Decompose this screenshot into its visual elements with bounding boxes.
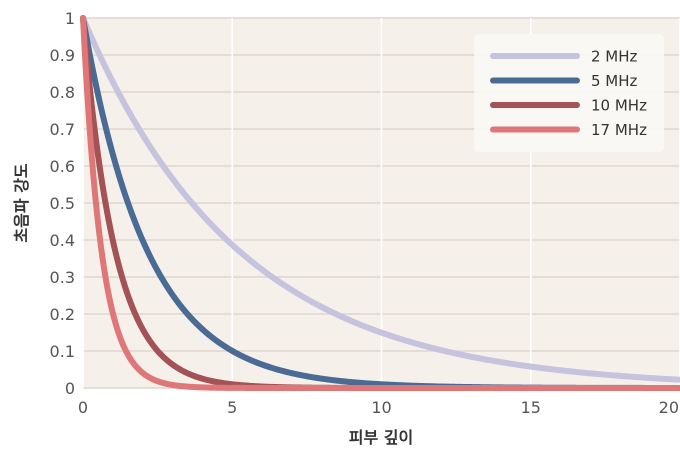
x-tick-label: 0 bbox=[78, 398, 88, 417]
y-tick-label: 1 bbox=[65, 9, 75, 28]
y-axis-title: 초음파 강도 bbox=[12, 163, 31, 242]
x-tick-label: 15 bbox=[521, 398, 541, 417]
y-tick-label: 0.9 bbox=[50, 46, 75, 65]
series-lines bbox=[80, 15, 680, 391]
legend: 2 MHz 5 MHz 10 MHz 17 MHz bbox=[474, 34, 664, 152]
legend-label: 10 MHz bbox=[591, 97, 647, 115]
y-tick-label: 0.3 bbox=[50, 268, 75, 287]
series-line-1 bbox=[80, 15, 680, 383]
y-tick-label: 0 bbox=[65, 379, 75, 398]
x-tick-labels: 0 5 10 15 20 bbox=[78, 398, 679, 417]
x-tick-label: 10 bbox=[371, 398, 391, 417]
x-axis-title: 피부 깊이 bbox=[349, 428, 413, 447]
legend-box bbox=[474, 34, 664, 152]
y-tick-label: 0.6 bbox=[50, 157, 75, 176]
y-tick-label: 0.7 bbox=[50, 120, 75, 139]
legend-label: 2 MHz bbox=[591, 48, 638, 66]
y-tick-labels: 0 0.1 0.2 0.3 0.4 0.5 0.6 0.7 0.8 0.9 1 bbox=[50, 9, 75, 398]
y-tick-label: 0.5 bbox=[50, 194, 75, 213]
x-tick-label: 20 bbox=[659, 398, 679, 417]
y-tick-label: 0.2 bbox=[50, 305, 75, 324]
y-tick-label: 0.4 bbox=[50, 231, 75, 250]
series-line-4 bbox=[80, 15, 680, 391]
y-tick-label: 0.1 bbox=[50, 342, 75, 361]
x-tick-label: 5 bbox=[227, 398, 237, 417]
legend-label: 5 MHz bbox=[591, 72, 638, 90]
y-tick-label: 0.8 bbox=[50, 83, 75, 102]
legend-label: 17 MHz bbox=[591, 121, 647, 139]
